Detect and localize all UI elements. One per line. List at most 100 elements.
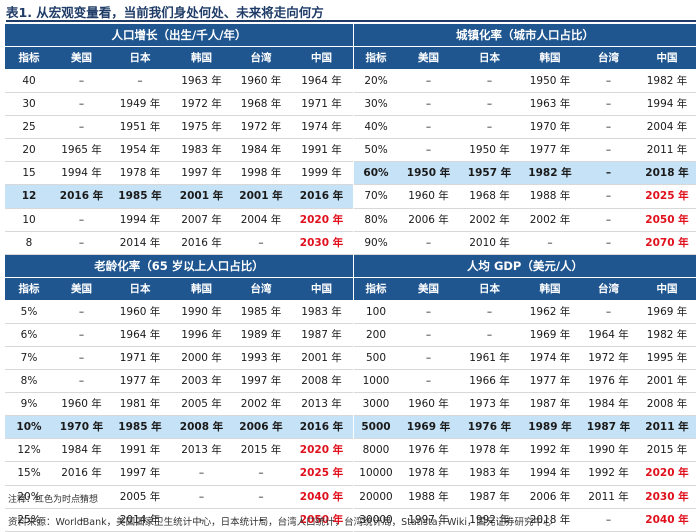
year-cell: – <box>425 351 432 364</box>
year-cell: 2002 年 <box>469 213 510 226</box>
year-cell: – <box>258 467 264 480</box>
year-cell: 1977 年 <box>119 375 161 388</box>
year-cell: 1985 年 <box>118 190 162 203</box>
year-cell: 2001 年 <box>239 190 283 203</box>
year-cell: – <box>78 375 85 388</box>
column-header: 日本 <box>129 52 151 64</box>
indicator-cell: 40 <box>22 75 36 87</box>
table-row: 7% – 1971 年 2000 年 1993 年 2001 年 <box>5 347 353 371</box>
year-cell: 1987 年 <box>529 398 571 411</box>
table-row: 40% – – 1970 年 – 2004 年 <box>354 116 696 140</box>
year-cell: 1949 年 <box>119 98 161 111</box>
panel-title: 城镇化率（城市人口占比） <box>354 24 696 47</box>
title-rule <box>6 20 696 22</box>
column-header-row: 指标 美国 日本 韩国 台湾 中国 <box>5 47 353 70</box>
indicator-cell: 20% <box>364 75 388 87</box>
year-cell: 1978 年 <box>119 167 161 180</box>
year-cell: 2018 年 <box>645 167 689 180</box>
year-cell: 1965 年 <box>61 144 102 157</box>
indicator-cell: 8% <box>20 375 38 388</box>
year-cell: – <box>425 98 432 111</box>
year-cell: 1978 年 <box>408 467 449 480</box>
table-row: 70% 1960 年 1968 年 1988 年 – 2025 年 <box>354 185 696 209</box>
year-cell: 2004 年 <box>646 121 688 134</box>
year-cell: 2025 年 <box>299 467 344 480</box>
indicator-cell: 20000 <box>359 490 393 503</box>
column-header: 日本 <box>479 52 500 64</box>
year-cell: 2011 年 <box>588 490 629 503</box>
table-row: 8% – 1977 年 2003 年 1997 年 2008 年 <box>5 370 353 394</box>
year-cell: 1966 年 <box>469 375 510 388</box>
year-cell: 2004 年 <box>240 213 282 226</box>
indicator-cell: 25 <box>22 121 36 134</box>
year-cell: 1977 年 <box>529 144 571 157</box>
year-cell: 1971 年 <box>119 351 161 364</box>
indicator-cell: 10 <box>22 213 36 226</box>
column-header: 中国 <box>311 52 332 64</box>
panel-gdp: 人均 GDP（美元/人） 指标 美国 日本 韩国 台湾 中国 100 – – 1962 年 – 19… <box>353 254 696 532</box>
indicator-cell: 12 <box>21 190 37 203</box>
panel-urban: 城镇化率（城市人口占比） 指标 美国 日本 韩国 台湾 中国 20% – – 1950 年 – 19… <box>353 24 696 255</box>
year-cell: 1969 年 <box>529 328 571 341</box>
indicator-cell: 5000 <box>361 421 391 434</box>
year-cell: – <box>486 328 493 341</box>
year-cell: 2001 年 <box>301 351 342 364</box>
year-cell: 2014 年 <box>119 513 161 526</box>
column-header: 中国 <box>656 52 678 64</box>
column-header: 指标 <box>18 282 40 295</box>
year-cell: 2008 年 <box>301 375 342 388</box>
year-cell: 2013 年 <box>181 444 222 457</box>
column-header: 台湾 <box>250 282 272 295</box>
indicator-cell: 20% <box>17 490 41 503</box>
panel-rows: 5% – 1960 年 1990 年 1985 年 1983 年 6% – 1964 年 1996… <box>5 301 353 532</box>
year-cell: 1964 年 <box>301 75 342 87</box>
year-cell: 1963 年 <box>529 98 571 111</box>
year-cell: – <box>78 121 85 134</box>
indicator-cell: 30 <box>22 98 36 111</box>
indicator-cell: 200 <box>365 328 387 341</box>
year-cell: – <box>78 513 85 526</box>
column-header: 台湾 <box>250 52 272 64</box>
panel-rows: 20% – – 1950 年 – 1982 年 30% – – 1963 年 – 1994 年 40% –… <box>354 70 696 255</box>
column-header: 美国 <box>71 282 92 295</box>
indicator-cell: 1000 <box>362 375 390 388</box>
column-header-row: 指标 美国 日本 韩国 台湾 中国 <box>354 277 696 301</box>
indicator-cell: 80% <box>364 213 388 226</box>
table-row: 25 – 1951 年 1975 年 1972 年 1974 年 <box>5 116 353 140</box>
year-cell: 1975 年 <box>181 121 222 134</box>
panel-title: 人均 GDP（美元/人） <box>354 254 696 278</box>
year-cell: 1971 年 <box>301 98 342 111</box>
table-row: 20 1965 年 1954 年 1983 年 1984 年 1991 年 <box>5 139 353 163</box>
year-cell: 2018 年 <box>529 513 571 526</box>
year-cell: 1972 年 <box>181 98 222 111</box>
column-header: 美国 <box>418 282 439 295</box>
year-cell: 1968 年 <box>240 98 282 111</box>
year-cell: 1997 年 <box>119 467 161 480</box>
year-cell: 2040 年 <box>299 490 344 503</box>
table-row: 10 – 1994 年 2007 年 2004 年 2020 年 <box>5 209 353 232</box>
year-cell: 2016 年 <box>299 190 344 203</box>
table-row: 30 – 1949 年 1972 年 1968 年 1971 年 <box>5 93 353 117</box>
year-cell: 1994 年 <box>119 213 161 226</box>
year-cell: – <box>78 490 85 503</box>
year-cell: 1962 年 <box>529 305 571 318</box>
indicator-cell: 30% <box>364 98 388 111</box>
year-cell: – <box>78 351 85 364</box>
indicator-cell: 20 <box>22 144 36 157</box>
table-row: 60% 1950 年 1957 年 1982 年 – 2018 年 <box>354 162 696 186</box>
table-row: 10000 1978 年 1983 年 1994 年 1992 年 2020 年 <box>354 462 696 486</box>
indicator-cell: 15 <box>22 167 36 180</box>
year-cell: 1969 年 <box>406 421 451 434</box>
panel-birth: 人口增长（出生/千人/年） 指标 美国 日本 韩国 台湾 中国 40 – – 1963 年 196… <box>4 24 353 255</box>
table-row: 1000 – 1966 年 1977 年 1976 年 2001 年 <box>354 370 696 394</box>
panel-title: 人口增长（出生/千人/年） <box>5 24 353 47</box>
year-cell: – <box>605 213 612 226</box>
year-cell: 2016 年 <box>181 236 222 249</box>
year-cell: 2005 年 <box>119 490 161 503</box>
year-cell: 1990 年 <box>588 444 629 457</box>
table-row: 20% – 2005 年 – – 2040 年 <box>5 486 353 509</box>
year-cell: 1987 年 <box>469 490 510 503</box>
year-cell: 1968 年 <box>469 190 510 203</box>
year-cell: 1991 年 <box>119 444 161 457</box>
year-cell: 1987 年 <box>301 328 342 341</box>
